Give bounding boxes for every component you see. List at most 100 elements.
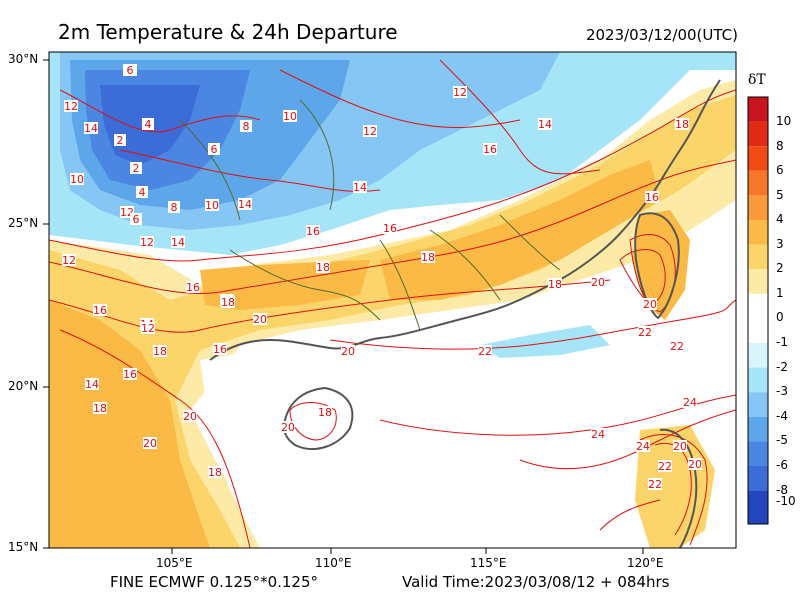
- contour-label: 18: [93, 402, 107, 415]
- valid-time: Valid Time:2023/03/08/12 + 084hrs: [402, 573, 670, 591]
- colorbar-swatch: [748, 318, 768, 343]
- sea-neutral: [200, 250, 736, 548]
- contour-label: 6: [211, 143, 218, 156]
- contour-label: 10: [205, 199, 219, 212]
- colorbar-label: -4: [776, 409, 788, 423]
- contour-label: 14: [85, 378, 99, 391]
- warm-departure-west: [49, 300, 210, 548]
- contour-label: 10: [283, 110, 297, 123]
- contour-label: 6: [133, 213, 140, 226]
- colorbar-label: 0: [776, 310, 784, 324]
- contour-label: 16: [483, 143, 497, 156]
- colorbar-swatch: [748, 392, 768, 417]
- contour-label: 12: [453, 86, 467, 99]
- contour-label: 2: [133, 162, 140, 175]
- contour-label: 16: [306, 225, 320, 238]
- colorbar: [747, 96, 769, 525]
- departure-shading: [49, 52, 736, 548]
- warm-departure-core: [380, 160, 660, 300]
- contour-label: 22: [658, 460, 672, 473]
- contour-label: 12: [363, 125, 377, 138]
- contour-label: 14: [171, 236, 185, 249]
- contour-label: 24: [636, 440, 650, 453]
- contour-label: 22: [648, 478, 662, 491]
- contour-label: 18: [153, 345, 167, 358]
- contour-label: 12: [62, 254, 76, 267]
- coastline: [209, 79, 721, 548]
- colorbar-swatch: [748, 490, 768, 524]
- contour-label: 16: [645, 191, 659, 204]
- lat-label: 30°N: [8, 52, 39, 66]
- lat-label: 25°N: [8, 216, 39, 230]
- contour-label: 22: [638, 326, 652, 339]
- axis-ticks: [43, 59, 644, 554]
- contour-label: 18: [421, 251, 435, 264]
- contour-label: 2: [117, 134, 124, 147]
- contour-label: 14: [238, 198, 252, 211]
- sea-cold-patch: [480, 325, 610, 358]
- contour-label: 10: [70, 173, 84, 186]
- colorbar-label: -1: [776, 335, 788, 349]
- contour-label: 12: [141, 322, 155, 335]
- contour-label: 24: [591, 428, 605, 441]
- colorbar-frame: [747, 96, 769, 525]
- colorbar-label: -2: [776, 360, 788, 374]
- contour-label: 14: [353, 181, 367, 194]
- colorbar-swatch: [748, 269, 768, 294]
- contour-label: 20: [673, 440, 687, 453]
- luzon-warm: [635, 425, 715, 548]
- contour-label: 20: [688, 458, 702, 471]
- colorbar-label: 10: [776, 114, 792, 128]
- contour-label: 14: [84, 122, 98, 135]
- contour-label: 18: [318, 406, 332, 419]
- colorbar-swatch: [748, 195, 768, 220]
- contour-label: 18: [548, 278, 562, 291]
- colorbar-label: -3: [776, 384, 788, 398]
- colorbar-label: 3: [776, 237, 784, 251]
- colorbar-label: -8: [776, 483, 788, 497]
- contour-label: 16: [383, 222, 397, 235]
- lat-label: 20°N: [8, 379, 39, 393]
- colorbar-label: -10: [776, 494, 796, 508]
- colorbar-swatch: [748, 343, 768, 368]
- colorbar-label: -6: [776, 458, 788, 472]
- chart-title: 2m Temperature & 24h Departure: [58, 20, 398, 44]
- map-frame: [48, 51, 737, 549]
- lon-label: 115°E: [470, 556, 507, 570]
- contour-label: 20: [143, 437, 157, 450]
- contour-label: 18: [208, 466, 222, 479]
- colorbar-swatch: [748, 220, 768, 245]
- map-area: 6 12 14 4 2 10 8 6 12 2 4 10 12 14 16 14…: [49, 52, 736, 548]
- colorbar-label: -5: [776, 433, 788, 447]
- colorbar-label: 6: [776, 163, 784, 177]
- taiwan-warm: [632, 210, 690, 320]
- colorbar-label: 8: [776, 139, 784, 153]
- lon-label: 105°E: [156, 556, 193, 570]
- lat-label: 15°N: [8, 540, 39, 554]
- contour-label: 16: [123, 368, 137, 381]
- contour-label: 20: [253, 313, 267, 326]
- colorbar-swatch: [748, 441, 768, 466]
- colorbar-swatch: [748, 170, 768, 196]
- contour-label: 20: [183, 410, 197, 423]
- contour-label: 18: [316, 261, 330, 274]
- contour-label: 4: [145, 118, 152, 131]
- lon-label: 110°E: [315, 556, 352, 570]
- contour-label: 8: [171, 201, 178, 214]
- colorbar-label: 2: [776, 261, 784, 275]
- contour-label: 14: [538, 118, 552, 131]
- temperature-contours: [49, 59, 736, 548]
- colorbar-swatch: [748, 293, 768, 319]
- contour-label: 12: [140, 236, 154, 249]
- contour-label: 16: [93, 304, 107, 317]
- lon-label: 120°E: [627, 556, 664, 570]
- contour-label: 22: [478, 345, 492, 358]
- contour-label: 22: [670, 340, 684, 353]
- colorbar-swatch: [748, 416, 768, 442]
- contour-label: 12: [64, 100, 78, 113]
- contour-label: 20: [591, 276, 605, 289]
- province-borders: [179, 99, 561, 331]
- contour-label: 16: [213, 343, 227, 356]
- model-info: FINE ECMWF 0.125°*0.125°: [110, 573, 319, 591]
